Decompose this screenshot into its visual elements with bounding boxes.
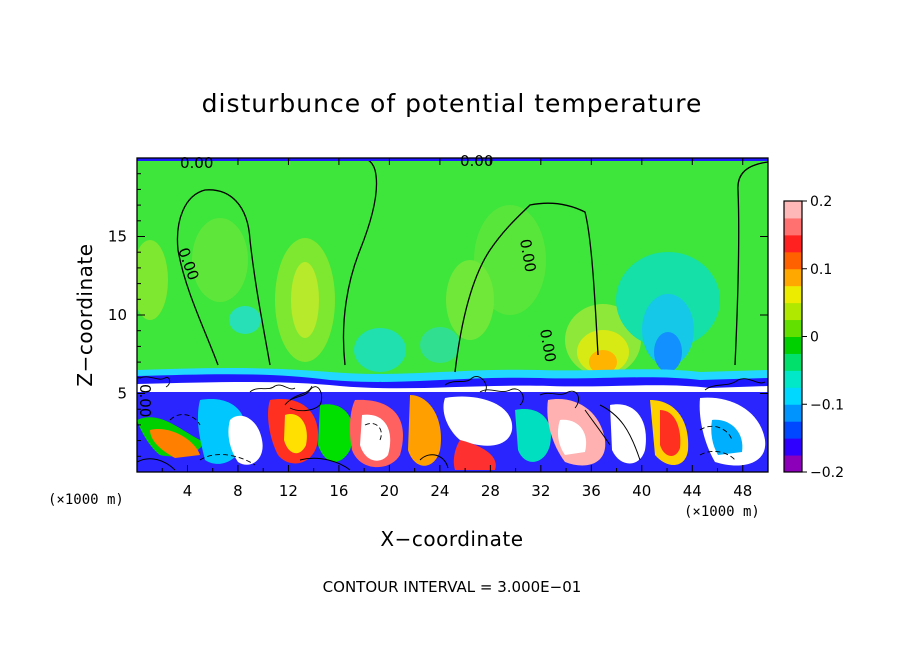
lower-red-patch — [660, 410, 681, 456]
colorbar-swatch — [784, 387, 802, 405]
y-tick-label: 15 — [108, 228, 127, 246]
colorbar-swatch — [784, 201, 802, 219]
x-tick-label: 24 — [430, 482, 449, 500]
warm-bubble-core — [589, 350, 617, 374]
contour-label: 0.00 — [136, 384, 154, 417]
lower-cool-patch — [711, 419, 743, 455]
x-unit-label-left: (×1000 m) — [48, 492, 124, 508]
colorbar-swatch — [784, 438, 802, 456]
y-axis: 5 10 15 — [108, 173, 768, 457]
x-unit-label-right: (×1000 m) — [684, 504, 760, 520]
contour-label: 0.00 — [460, 152, 493, 170]
lower-white-patch — [557, 419, 587, 455]
x-tick-label: 8 — [233, 482, 243, 500]
colorbar-tick-label: 0.1 — [810, 262, 832, 278]
contour-cluster — [139, 376, 766, 466]
x-tick-label: 4 — [183, 482, 193, 500]
warm-anomaly-core — [291, 262, 319, 338]
y-axis-title: Z−coordinate — [73, 243, 97, 386]
colorbar-tick-label: −0.1 — [810, 397, 844, 413]
lower-white-patch — [228, 415, 263, 465]
y-tick-label: 5 — [117, 385, 127, 403]
colorbar-tick-label: 0 — [810, 330, 819, 346]
x-axis: 4 8 12 16 20 24 28 32 36 40 44 48 — [161, 158, 752, 500]
x-tick-label: 44 — [683, 482, 702, 500]
y-tick-label: 10 — [108, 306, 127, 324]
x-tick-label: 12 — [279, 482, 298, 500]
plot-area: 0.00 0.00 0.00 0.00 0.00 0.00 — [136, 152, 769, 473]
lower-orange-patch — [408, 395, 441, 466]
colorbar-swatch — [784, 319, 802, 337]
weak-warm-patch — [192, 218, 248, 302]
colorbar-swatch — [784, 353, 802, 371]
inversion-band-white — [137, 382, 768, 392]
colorbar-swatch — [784, 285, 802, 304]
colorbar-swatch — [784, 370, 802, 388]
lower-white-blob — [443, 396, 513, 446]
lower-white-patch — [360, 414, 391, 461]
lower-yellow-patch — [284, 414, 307, 454]
lower-warm-streak — [150, 429, 200, 458]
contour-interval-note: CONTOUR INTERVAL = 3.000E−01 — [323, 578, 582, 596]
contour-label: 0.00 — [536, 328, 560, 364]
x-tick-label: 32 — [531, 482, 550, 500]
lower-cyan-patch — [515, 409, 551, 462]
contour-label: 0.00 — [180, 154, 213, 172]
x-tick-label: 20 — [380, 482, 399, 500]
lower-green-patch — [318, 404, 354, 462]
colorbar-swatch — [784, 336, 802, 354]
colorbar-swatch — [784, 302, 802, 321]
colorbar-swatch — [784, 251, 802, 270]
cool-patch — [420, 327, 460, 363]
colorbar-swatch — [784, 217, 802, 236]
cool-anomaly-core — [654, 332, 682, 372]
x-tick-label: 36 — [582, 482, 601, 500]
colorbar: 0.2 0.1 0 −0.1 −0.2 — [783, 194, 844, 481]
x-axis-title: X−coordinate — [380, 527, 523, 551]
cool-patch — [229, 306, 261, 334]
top-boundary-strip — [137, 158, 768, 161]
colorbar-swatch — [784, 234, 802, 253]
colorbar-swatch — [784, 455, 802, 473]
x-tick-label: 40 — [632, 482, 651, 500]
contour-label: 0.00 — [516, 238, 540, 274]
x-tick-label: 28 — [481, 482, 500, 500]
colorbar-tick-label: 0.2 — [810, 194, 832, 210]
cool-patch — [354, 328, 406, 372]
warm-edge-patch — [137, 240, 168, 320]
colorbar-tick-label: −0.2 — [810, 465, 844, 481]
colorbar-swatch — [784, 268, 802, 287]
colorbar-swatch — [784, 404, 802, 422]
x-tick-label: 48 — [733, 482, 752, 500]
colorbar-swatch — [784, 421, 802, 439]
weak-warm-patch — [446, 260, 494, 340]
chart-title: disturbunce of potential temperature — [202, 89, 703, 118]
lower-red-patch — [453, 440, 496, 470]
x-tick-label: 16 — [329, 482, 348, 500]
contour-lines — [137, 158, 768, 471]
